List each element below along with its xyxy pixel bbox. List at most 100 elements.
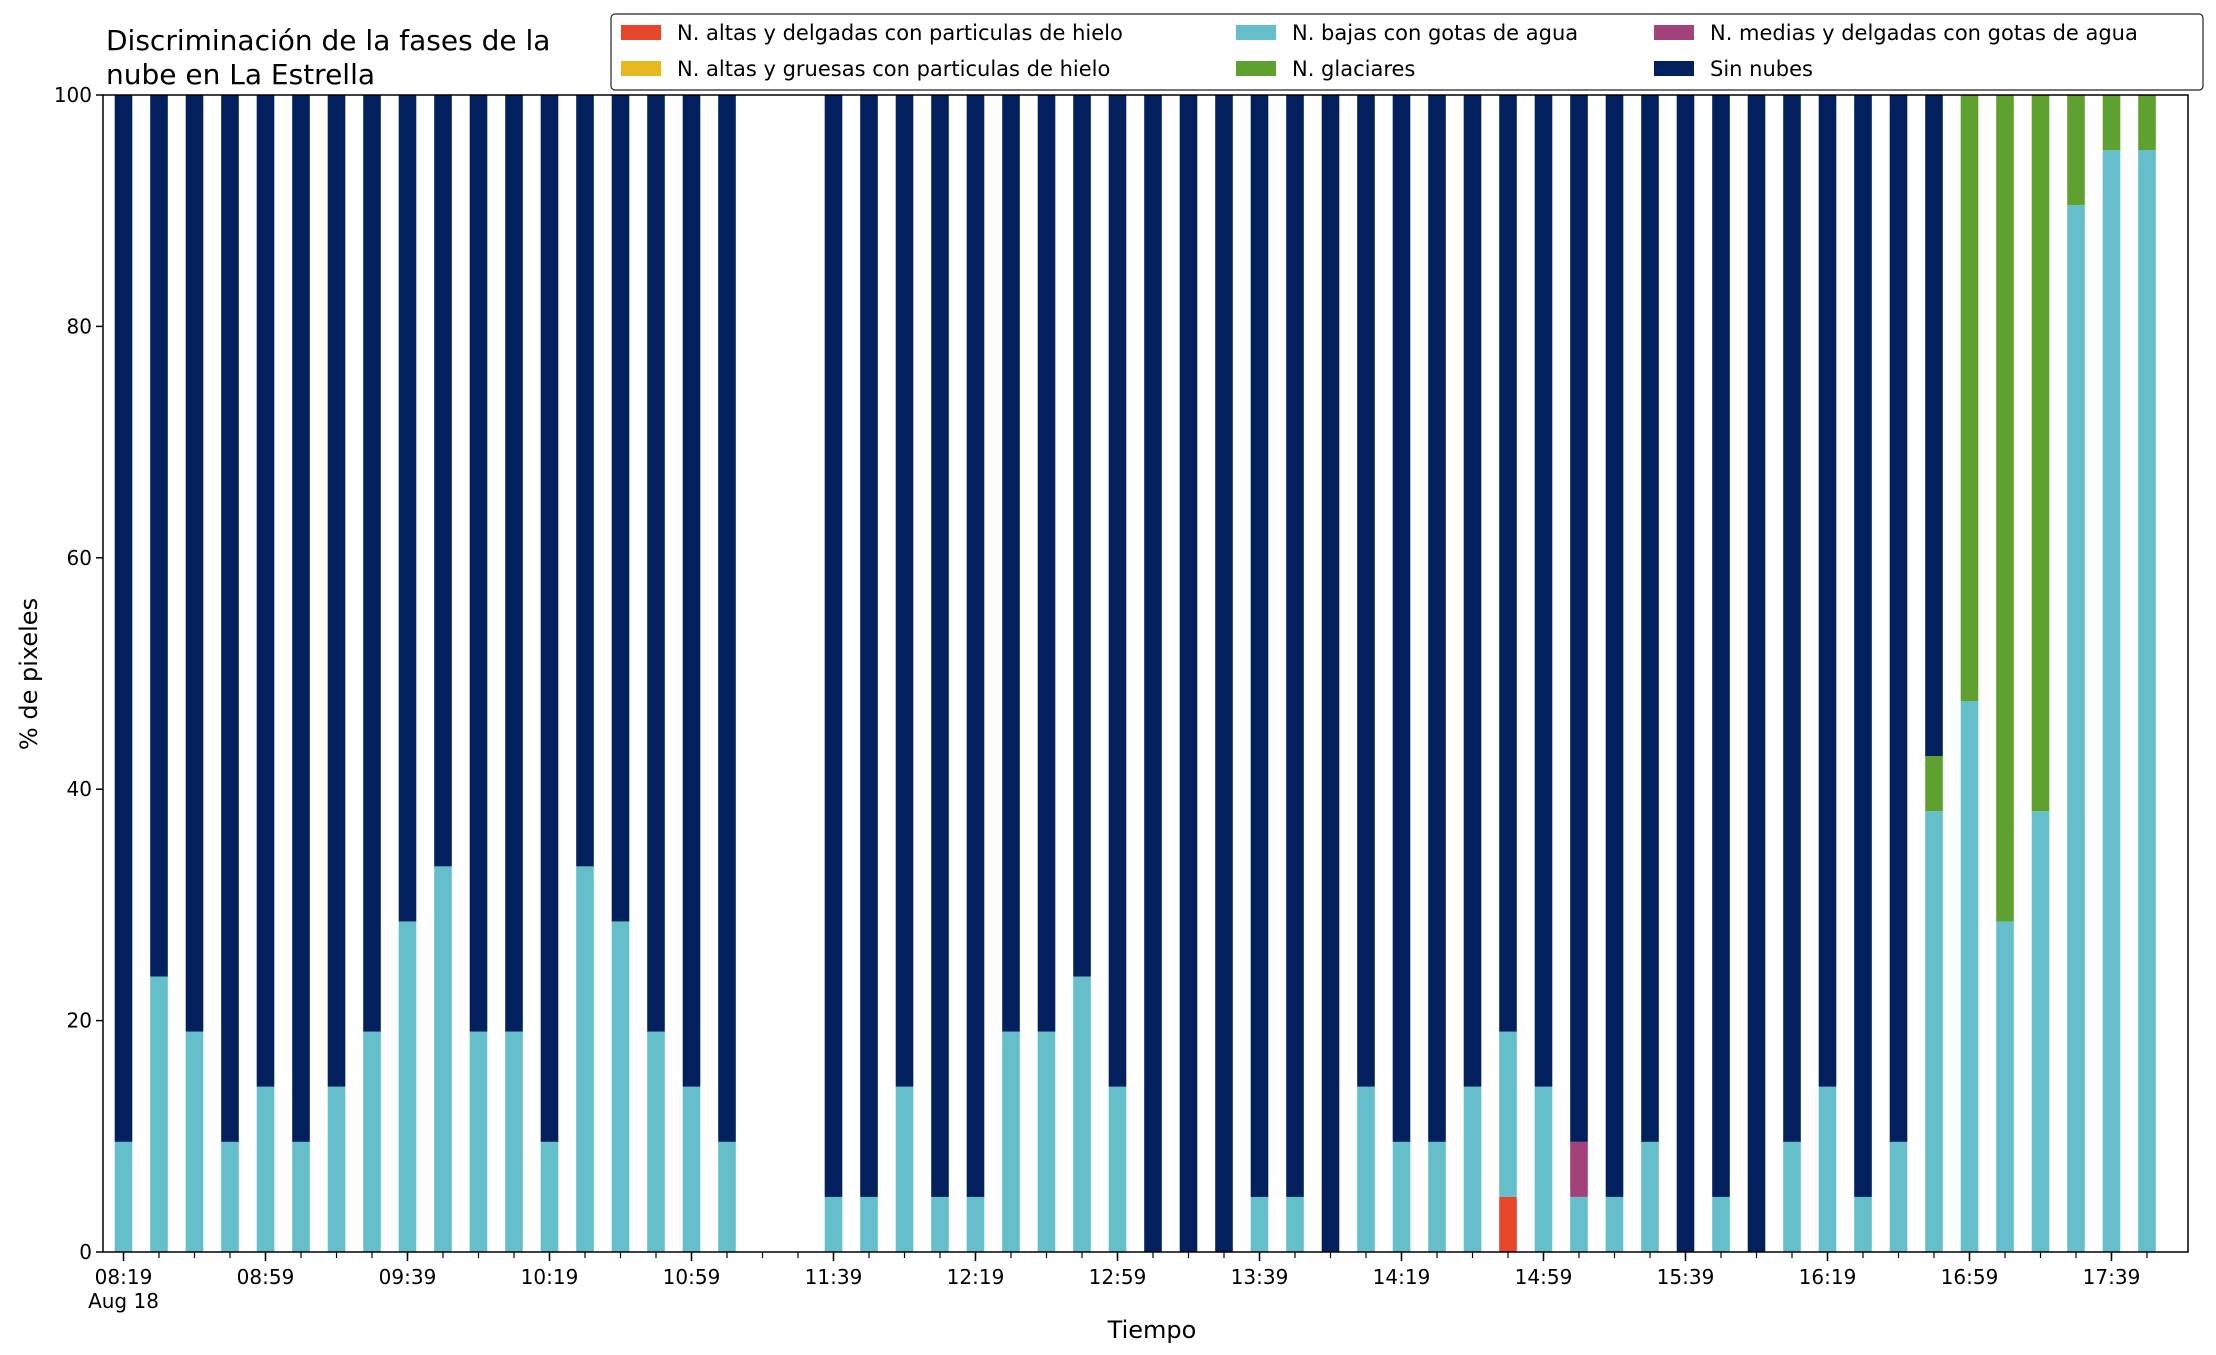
bar-segment-4-s5 (256, 95, 275, 1087)
bar-segment-6-s5 (327, 95, 346, 1087)
bar-segment-30-s5 (1179, 95, 1198, 1252)
y-tick-label: 100 (54, 83, 92, 107)
bar-segment-39-s2 (1499, 1031, 1517, 1197)
bar-segment-28-s2 (1108, 1086, 1127, 1252)
bar-segment-26-s2 (1037, 1031, 1056, 1252)
bar-segment-36-s2 (1392, 1141, 1411, 1252)
bar-segment-9-s5 (434, 95, 452, 867)
bar-segment-36-s5 (1392, 95, 1411, 1142)
x-tick-label: 14:59 (1515, 1265, 1573, 1289)
bar-segment-45-s2 (1712, 1196, 1730, 1252)
x-tick-label: 15:39 (1657, 1265, 1715, 1289)
x-tick-sublabel: Aug 18 (88, 1289, 159, 1313)
bar-segment-25-s5 (1002, 95, 1020, 1032)
bar-segment-1-s2 (150, 976, 168, 1252)
bar-segment-7-s2 (363, 1031, 381, 1252)
bar-segment-41-s4 (1570, 1141, 1588, 1197)
bar-segment-48-s2 (1818, 1086, 1837, 1252)
bar-segment-16-s2 (682, 1086, 701, 1252)
bar-segment-4-s2 (256, 1086, 275, 1252)
bar-segment-50-s5 (1889, 95, 1908, 1142)
legend-swatch (621, 61, 661, 76)
bar-segment-15-s5 (647, 95, 665, 1032)
legend-label: N. altas y gruesas con particulas de hie… (677, 57, 1110, 81)
bar-segment-45-s5 (1712, 95, 1730, 1197)
bar-segment-3-s5 (221, 95, 239, 1142)
x-tick-label: 12:19 (947, 1265, 1005, 1289)
bar-segment-25-s2 (1002, 1031, 1020, 1252)
bar-segment-8-s5 (398, 95, 417, 922)
bar-segment-37-s2 (1428, 1141, 1446, 1252)
y-tick-label: 0 (79, 1240, 92, 1264)
bar-segment-47-s2 (1783, 1141, 1801, 1252)
bar-segment-46-s5 (1747, 95, 1766, 1252)
bar-segment-55-s3 (2067, 95, 2085, 206)
bar-segment-27-s2 (1073, 976, 1091, 1252)
bar-segment-24-s5 (966, 95, 985, 1197)
bar-segment-51-s2 (1925, 811, 1943, 1252)
x-tick-label: 10:19 (521, 1265, 579, 1289)
bar-segment-41-s5 (1570, 95, 1588, 1142)
y-tick-label: 80 (67, 314, 92, 338)
bar-segment-54-s3 (2031, 95, 2050, 812)
bar-segment-26-s5 (1037, 95, 1056, 1032)
bar-segment-14-s5 (611, 95, 630, 922)
bar-segment-20-s2 (824, 1196, 843, 1252)
x-tick-label: 17:39 (2083, 1265, 2141, 1289)
bar-segment-56-s2 (2102, 150, 2121, 1252)
bar-segment-6-s2 (327, 1086, 346, 1252)
bar-segment-53-s3 (1996, 95, 2014, 922)
bar-segment-2-s2 (185, 1031, 204, 1252)
legend-swatch (1654, 25, 1694, 40)
y-tick-label: 40 (67, 777, 92, 801)
bar-segment-52-s2 (1960, 701, 1979, 1252)
x-tick-label: 08:19 (95, 1265, 153, 1289)
bar-segment-49-s2 (1854, 1196, 1872, 1252)
x-tick-label: 11:39 (805, 1265, 863, 1289)
bar-segment-39-s5 (1499, 95, 1517, 1032)
bar-segment-14-s2 (611, 921, 630, 1252)
bar-segment-52-s3 (1960, 95, 1979, 702)
bar-segment-35-s5 (1357, 95, 1375, 1087)
bar-segment-40-s5 (1534, 95, 1553, 1087)
legend-box (610, 13, 2204, 91)
bar-segment-43-s2 (1641, 1141, 1659, 1252)
x-tick-label: 08:59 (237, 1265, 295, 1289)
bar-segment-5-s5 (292, 95, 310, 1142)
bar-segment-15-s2 (647, 1031, 665, 1252)
x-tick-label: 12:59 (1089, 1265, 1147, 1289)
bar-segment-35-s2 (1357, 1086, 1375, 1252)
bar-segment-21-s2 (860, 1196, 878, 1252)
bar-segment-10-s2 (469, 1031, 488, 1252)
bar-segment-39-s0 (1499, 1196, 1517, 1252)
legend-label: N. altas y delgadas con particulas de hi… (677, 21, 1123, 45)
bar-segment-17-s5 (718, 95, 736, 1142)
x-tick-label: 16:59 (1941, 1265, 1999, 1289)
bar-segment-24-s2 (966, 1196, 985, 1252)
bar-segment-3-s2 (221, 1141, 239, 1252)
bar-segment-23-s2 (931, 1196, 949, 1252)
bar-segment-31-s5 (1215, 95, 1233, 1252)
bar-segment-55-s2 (2067, 205, 2085, 1252)
y-axis-title: % de pixeles (15, 598, 43, 750)
bar-segment-41-s2 (1570, 1196, 1588, 1252)
bar-segment-53-s2 (1996, 921, 2014, 1252)
x-axis-title: Tiempo (1107, 1316, 1197, 1344)
bar-segment-54-s2 (2031, 811, 2050, 1252)
bar-segment-16-s5 (682, 95, 701, 1087)
bar-segment-38-s2 (1463, 1086, 1482, 1252)
bars-group (114, 95, 2156, 1252)
legend-label: N. glaciares (1292, 57, 1415, 81)
bar-segment-20-s5 (824, 95, 843, 1197)
plot-frame (102, 94, 2189, 1253)
chart-title-line-2: nube en La Estrella (106, 58, 375, 91)
bar-segment-40-s2 (1534, 1086, 1553, 1252)
bar-segment-10-s5 (469, 95, 488, 1032)
bar-segment-37-s5 (1428, 95, 1446, 1142)
bar-segment-13-s5 (576, 95, 594, 867)
bar-segment-42-s5 (1605, 95, 1624, 1197)
bar-segment-32-s5 (1250, 95, 1269, 1197)
bar-segment-48-s5 (1818, 95, 1837, 1087)
bar-segment-17-s2 (718, 1141, 736, 1252)
